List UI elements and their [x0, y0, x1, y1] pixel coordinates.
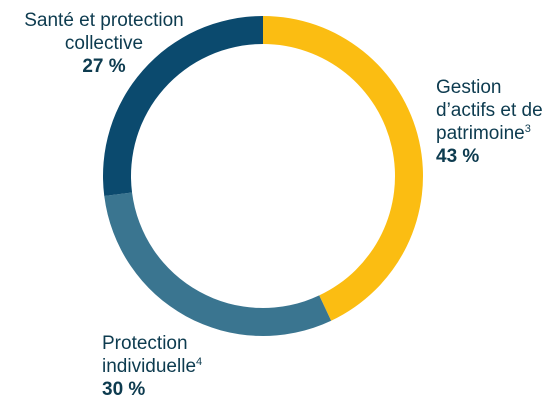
label-protection-percent: 30 % — [102, 379, 146, 400]
label-gestion-line3: patrimoine — [436, 123, 525, 144]
label-sante-collective: Santé et protection collective 27 % — [4, 9, 204, 78]
label-gestion-percent: 43 % — [436, 146, 480, 167]
label-protection-line1: Protection — [102, 333, 188, 354]
label-sante-line1: Santé et protection — [24, 10, 184, 31]
donut-slice-sante — [102, 16, 263, 197]
label-gestion-line2: d’actifs et de — [436, 100, 543, 121]
donut-slice-gestion — [263, 16, 424, 321]
label-gestion-footnote: 3 — [524, 123, 531, 135]
label-protection-line2: individuelle — [102, 356, 197, 377]
donut-slice-protection — [104, 192, 332, 336]
label-protection-footnote: 4 — [196, 356, 203, 368]
label-protection-individuelle: Protection individuelle4 30 % — [102, 332, 202, 401]
label-gestion-line1: Gestion — [436, 77, 502, 98]
label-sante-percent: 27 % — [82, 56, 126, 77]
label-gestion-actifs: Gestion d’actifs et de patrimoine3 43 % — [436, 76, 543, 168]
label-sante-line2: collective — [64, 33, 144, 54]
